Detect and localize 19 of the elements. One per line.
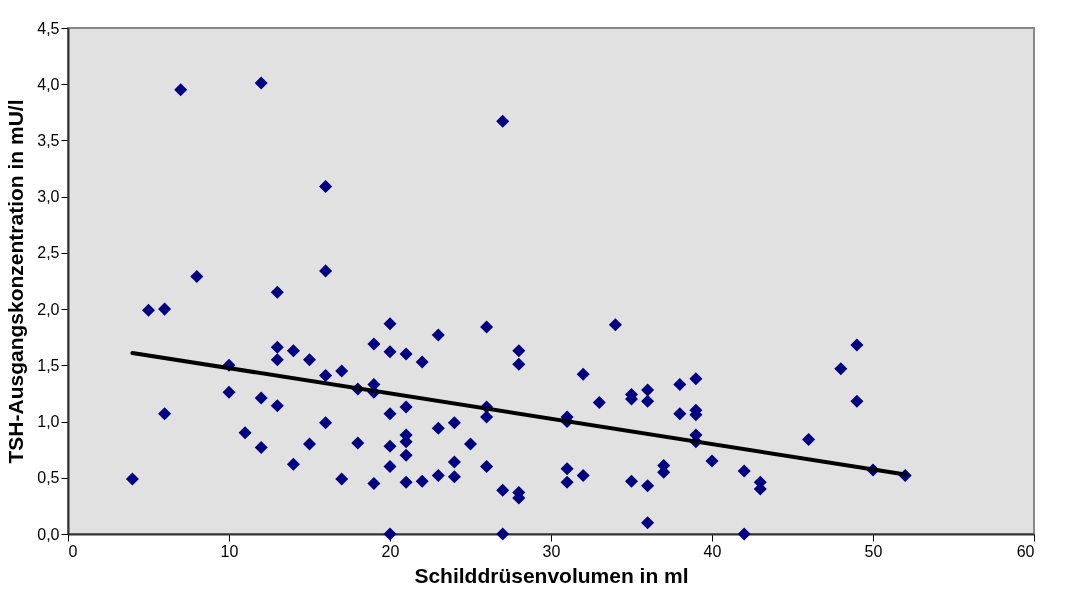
x-tick-label: 30 (542, 542, 561, 560)
y-tick-label: 1,0 (37, 413, 60, 431)
x-tick-label: 60 (1016, 542, 1035, 560)
y-tick-label: 4,5 (37, 19, 60, 37)
y-tick-label: 2,5 (37, 244, 60, 262)
y-tick-label: 3,5 (37, 131, 60, 149)
x-tick-label: 50 (864, 542, 883, 560)
x-tick-label: 10 (220, 542, 239, 560)
y-tick-label: 2,0 (37, 300, 60, 318)
y-tick-label: 1,5 (37, 356, 60, 374)
x-tick-label: 20 (381, 542, 400, 560)
x-tick-label: 0 (68, 542, 78, 560)
y-tick-label: 3,0 (37, 188, 60, 206)
y-tick-label: 4,0 (37, 75, 60, 93)
y-tick-label: 0,5 (37, 469, 60, 487)
x-tick-label: 40 (703, 542, 722, 560)
x-axis-title: Schilddrüsenvolumen in ml (414, 563, 689, 587)
y-tick-label: 0,0 (37, 525, 60, 543)
y-axis-title: TSH-Ausgangskonzentration in mU/l (4, 99, 28, 464)
